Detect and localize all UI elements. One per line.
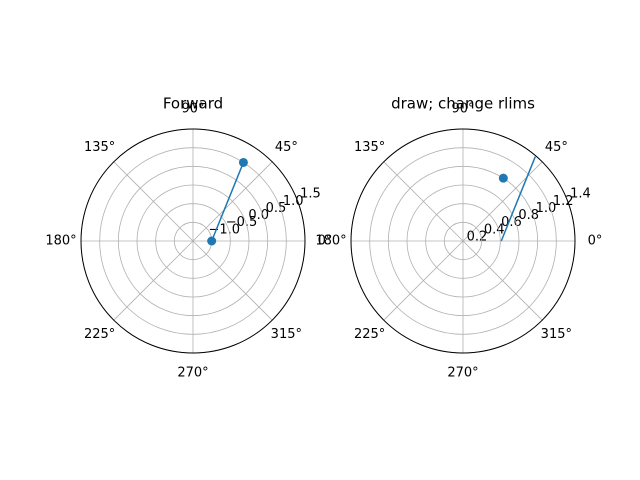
- theta-tick-label: 180°: [315, 234, 346, 249]
- polar-axes: 0°45°90°135°180°225°270°315°0.20.40.60.8…: [315, 95, 602, 381]
- theta-tick-label: 0°: [318, 234, 333, 249]
- r-grid-line: [99, 147, 287, 335]
- theta-tick-label: 90°: [451, 102, 474, 117]
- r-tick-label: −0.5: [226, 215, 258, 230]
- theta-tick-label: 270°: [177, 366, 208, 381]
- r-tick-label: −1.0: [208, 222, 240, 237]
- polar-axes: 0° 45° 90° 135° 180° 225° 270° 315° −1.0−0.50.00…: [45, 95, 332, 381]
- theta-tick-label: 180°: [45, 234, 76, 249]
- r-tick-label: 0.2: [467, 230, 488, 245]
- theta-tick-label: 270°: [447, 366, 478, 381]
- r-tick-label: 1.4: [570, 187, 591, 202]
- theta-tick-label: 135°: [354, 140, 385, 155]
- r-grid-line: [387, 165, 539, 317]
- r-grid-line: [369, 147, 557, 335]
- data-point: [238, 157, 248, 167]
- theta-tick-label: 0°: [588, 234, 603, 249]
- r-tick-label: 0.0: [248, 208, 269, 223]
- theta-tick-label: 45°: [275, 140, 298, 155]
- data-point: [498, 173, 508, 183]
- r-tick-label: 1.0: [536, 201, 557, 216]
- data-line: [210, 162, 245, 242]
- data-line: [500, 156, 536, 242]
- r-tick-label: 0.6: [501, 215, 522, 230]
- theta-tick-label: 45°: [545, 140, 568, 155]
- theta-tick-label: 225°: [354, 327, 385, 342]
- r-tick-label: 1.5: [300, 187, 321, 202]
- theta-tick-label: 225°: [84, 327, 115, 342]
- r-tick-label: 1.0: [283, 194, 304, 209]
- r-tick-label: 1.2: [553, 194, 574, 209]
- r-grid-line: [136, 184, 250, 298]
- r-grid-line: [443, 221, 483, 261]
- theta-tick-label: 315°: [541, 327, 572, 342]
- r-grid-line: [425, 203, 501, 279]
- r-grid-line: [117, 165, 269, 317]
- theta-tick-label: 135°: [84, 140, 115, 155]
- r-grid-line: [406, 184, 520, 298]
- r-grid-line: [155, 203, 231, 279]
- axes-outline: [80, 128, 306, 354]
- chart-title: Forward: [163, 95, 223, 113]
- theta-tick-label: 90°: [181, 102, 204, 117]
- r-tick-label: 0.5: [266, 201, 287, 216]
- data-point: [207, 236, 217, 246]
- chart-title: draw; change rlims: [391, 95, 535, 113]
- axes-outline: [350, 128, 576, 354]
- r-tick-label: 0.8: [518, 208, 539, 223]
- theta-tick-label: 315°: [271, 327, 302, 342]
